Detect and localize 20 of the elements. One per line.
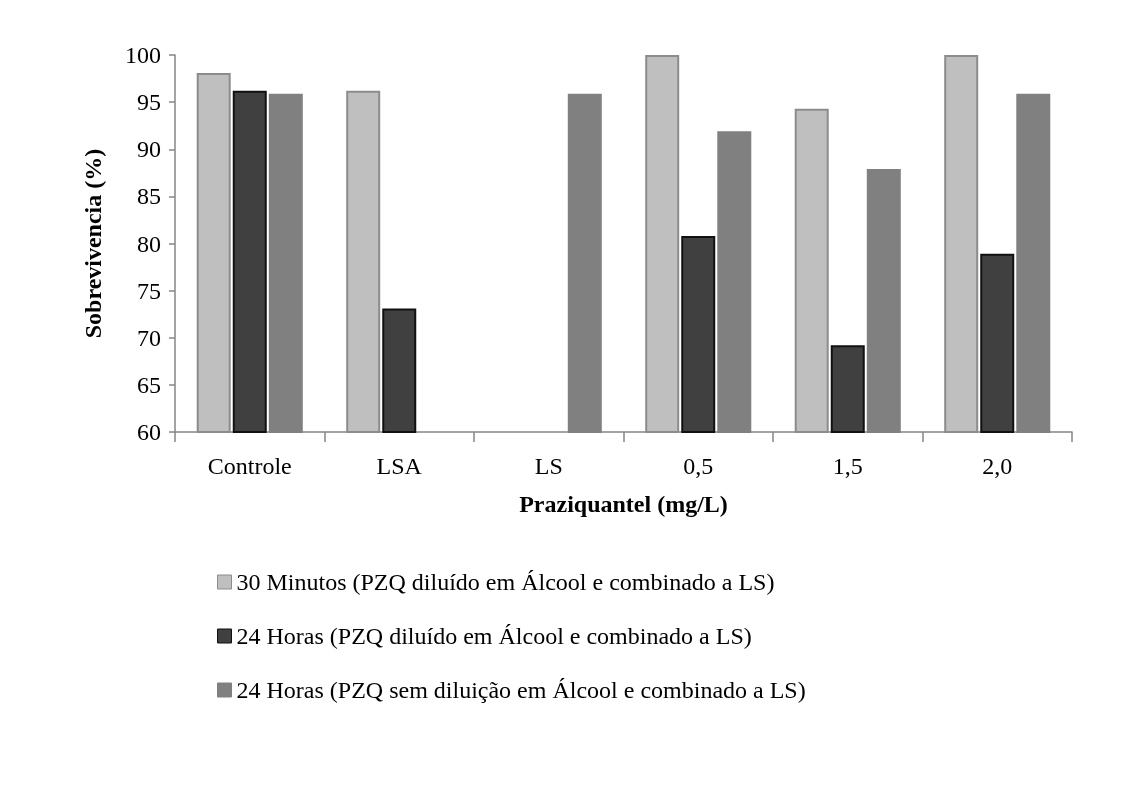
x-tick-label: LS (534, 453, 563, 479)
y-tick-label: 65 (137, 371, 161, 398)
legend-label: 30 Minutos (PZQ diluído em Álcool e combinado a LS) (236, 569, 775, 595)
legend-label: 24 Horas (PZQ diluído em Álcool e combinado a LS) (236, 623, 752, 649)
y-tick-label: 70 (137, 324, 161, 351)
x-tick-label: 1,5 (832, 453, 863, 479)
y-tick-label: 60 (137, 419, 161, 445)
x-axis-title: Praziquantel (mg/L) (519, 491, 728, 517)
x-tick-label: Controle (207, 453, 292, 479)
y-tick-label: 90 (137, 136, 161, 163)
y-tick-label: 100 (125, 42, 161, 68)
y-tick-label: 80 (137, 230, 161, 257)
x-tick-label: LSA (376, 453, 423, 479)
y-tick-label: 75 (137, 277, 161, 304)
y-axis-title: Sobrevivencia (%) (80, 148, 106, 339)
y-tick-label: 95 (137, 89, 161, 116)
y-tick-label: 85 (137, 183, 161, 210)
x-tick-label: 2,0 (982, 453, 1013, 479)
x-tick-label: 0,5 (683, 453, 714, 479)
legend-label: 24 Horas (PZQ sem diluição em Álcool e combinado a LS) (236, 677, 806, 703)
